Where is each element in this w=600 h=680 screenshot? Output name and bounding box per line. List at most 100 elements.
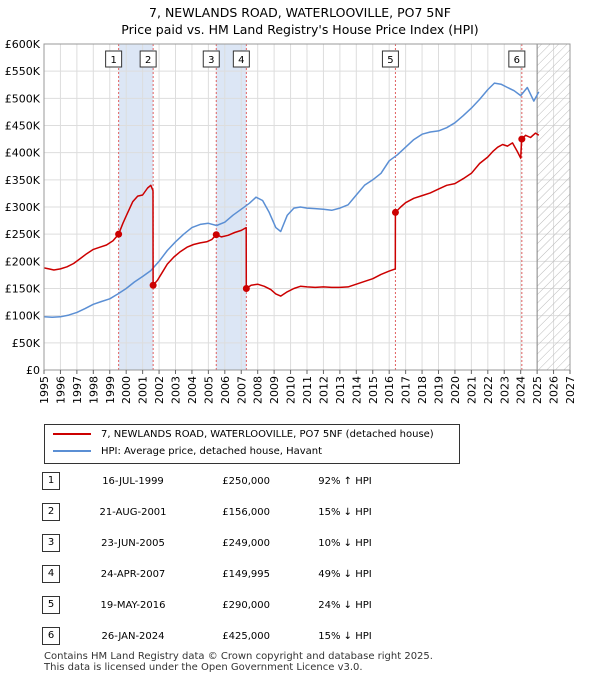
- sale-point: [242, 285, 250, 293]
- x-tick-label: 1999: [104, 376, 117, 404]
- sale-number-badge: 6: [42, 627, 60, 645]
- legend-item-hpi: HPI: Average price, detached house, Hava…: [53, 444, 322, 460]
- series-lines: [43, 82, 540, 319]
- sale-date: 21-AUG-2001: [99, 507, 167, 518]
- sale-row: 4 24-APR-2007 £149,995 49% ↓ HPI: [0, 565, 600, 585]
- x-tick-label: 2011: [301, 376, 314, 404]
- y-tick-label: £500K: [5, 92, 41, 105]
- price-chart: 1 2 3 4 5 6 £0 £50K £100K £150K £200K £250K £300K £3…: [5, 38, 577, 404]
- sale-point: [212, 231, 220, 239]
- sale-label-box: [202, 50, 220, 68]
- x-tick-label: 2001: [137, 376, 150, 404]
- sale-row: 2 21-AUG-2001 £156,000 15% ↓ HPI: [0, 503, 600, 523]
- x-tick-label: 2017: [400, 376, 413, 404]
- sale-price: £290,000: [222, 600, 270, 611]
- sale-hpi-diff: 92% ↑ HPI: [318, 476, 372, 487]
- sale-number-badge: 1: [42, 472, 60, 490]
- sale-label: 3: [202, 50, 220, 68]
- title-line-2: Price paid vs. HM Land Registry's House …: [121, 22, 479, 37]
- x-tick-label: 2027: [564, 376, 577, 404]
- sale-price: £249,000: [222, 538, 270, 549]
- y-tick-label: £300K: [5, 201, 41, 214]
- x-tick-label: 2015: [367, 376, 380, 404]
- sale-date: 23-JUN-2005: [101, 538, 165, 549]
- sale-label: 5: [381, 50, 399, 68]
- sale-label-box: [139, 50, 157, 68]
- sale-point: [518, 135, 526, 143]
- legend-item-property: 7, NEWLANDS ROAD, WATERLOOVILLE, PO7 5NF…: [53, 427, 434, 443]
- axes: £0 £50K £100K £150K £200K £250K £300K £350K £400…: [5, 38, 577, 404]
- sale-hpi-diff: 24% ↓ HPI: [318, 600, 372, 611]
- x-tick-label: 2016: [383, 376, 396, 404]
- x-tick-label: 1995: [38, 376, 51, 404]
- chart-title: 7, NEWLANDS ROAD, WATERLOOVILLE, PO7 5NF…: [0, 4, 600, 38]
- sale-point: [391, 208, 399, 216]
- sale-point: [149, 281, 157, 289]
- legend: 7, NEWLANDS ROAD, WATERLOOVILLE, PO7 5NF…: [44, 424, 460, 464]
- sale-price: £425,000: [222, 631, 270, 642]
- x-tick-label: 2026: [548, 376, 561, 404]
- forecast-region: [536, 44, 570, 370]
- y-tick-label: £200K: [5, 255, 41, 268]
- x-tick-label: 2003: [170, 376, 183, 404]
- x-tick-label: 2007: [235, 376, 248, 404]
- footer-line-2: This data is licensed under the Open Gov…: [44, 662, 363, 673]
- sale-number-badge: 3: [42, 534, 60, 552]
- y-tick-label: £600K: [5, 38, 41, 51]
- sale-hpi-diff: 49% ↓ HPI: [318, 569, 372, 580]
- sale-date: 26-JAN-2024: [101, 631, 165, 642]
- sale-date: 16-JUL-1999: [102, 476, 164, 487]
- footer: Contains HM Land Registry data © Crown c…: [44, 651, 433, 673]
- sale-label-box: [508, 50, 526, 68]
- y-tick-label: £450K: [5, 120, 41, 133]
- title-line-1: 7, NEWLANDS ROAD, WATERLOOVILLE, PO7 5NF: [149, 5, 451, 20]
- sale-number-badge: 2: [42, 503, 60, 521]
- footer-line-1: Contains HM Land Registry data © Crown c…: [44, 651, 433, 662]
- sale-label-text: 1: [110, 55, 116, 66]
- sale-label-text: 4: [238, 55, 244, 66]
- y-tick-label: £550K: [5, 65, 41, 78]
- legend-label-hpi: HPI: Average price, detached house, Hava…: [101, 446, 323, 457]
- sale-label: 1: [105, 50, 123, 68]
- legend-label-property: 7, NEWLANDS ROAD, WATERLOOVILLE, PO7 5NF…: [101, 429, 434, 440]
- sale-date: 19-MAY-2016: [100, 600, 166, 611]
- sale-label-text: 5: [387, 55, 393, 66]
- sale-label-box: [105, 50, 123, 68]
- x-tick-label: 2002: [153, 376, 166, 404]
- hpi-line: [43, 82, 540, 319]
- x-tick-label: 2000: [120, 376, 133, 404]
- sale-price: £149,995: [222, 569, 270, 580]
- x-tick-label: 2020: [449, 376, 462, 404]
- x-tick-label: 2024: [515, 376, 528, 404]
- sale-row: 6 26-JAN-2024 £425,000 15% ↓ HPI: [0, 627, 600, 647]
- forecast-hatch: [537, 44, 570, 370]
- sale-number-badge: 5: [42, 596, 60, 614]
- sale-point: [115, 230, 123, 238]
- sale-label-text: 6: [514, 55, 520, 66]
- property-price-line: [43, 132, 540, 297]
- y-tick-label: £400K: [5, 147, 41, 160]
- x-tick-label: 2010: [285, 376, 298, 404]
- sale-label: 4: [232, 50, 250, 68]
- x-tick-label: 2004: [186, 376, 199, 404]
- sale-row: 1 16-JUL-1999 £250,000 92% ↑ HPI: [0, 472, 600, 492]
- sale-hpi-diff: 15% ↓ HPI: [318, 631, 372, 642]
- sale-row: 3 23-JUN-2005 £249,000 10% ↓ HPI: [0, 534, 600, 554]
- y-tick-label: £100K: [5, 310, 41, 323]
- x-tick-label: 1997: [71, 376, 84, 404]
- x-tick-label: 2019: [433, 376, 446, 404]
- x-tick-label: 2009: [268, 376, 281, 404]
- x-tick-label: 2012: [317, 376, 330, 404]
- sale-hpi-diff: 10% ↓ HPI: [318, 538, 372, 549]
- x-tick-label: 2021: [465, 376, 478, 404]
- sale-points: [115, 135, 526, 293]
- x-tick-label: 2018: [416, 376, 429, 404]
- x-tick-label: 1996: [54, 376, 67, 404]
- sale-labels: 1 2 3 4 5 6: [105, 50, 526, 68]
- sale-label-box: [381, 50, 399, 68]
- y-tick-label: £50K: [12, 337, 41, 350]
- legend-swatch-hpi: [53, 450, 91, 452]
- y-tick-label: £0: [26, 364, 40, 377]
- sale-price: £156,000: [222, 507, 270, 518]
- legend-swatch-property: [53, 433, 91, 435]
